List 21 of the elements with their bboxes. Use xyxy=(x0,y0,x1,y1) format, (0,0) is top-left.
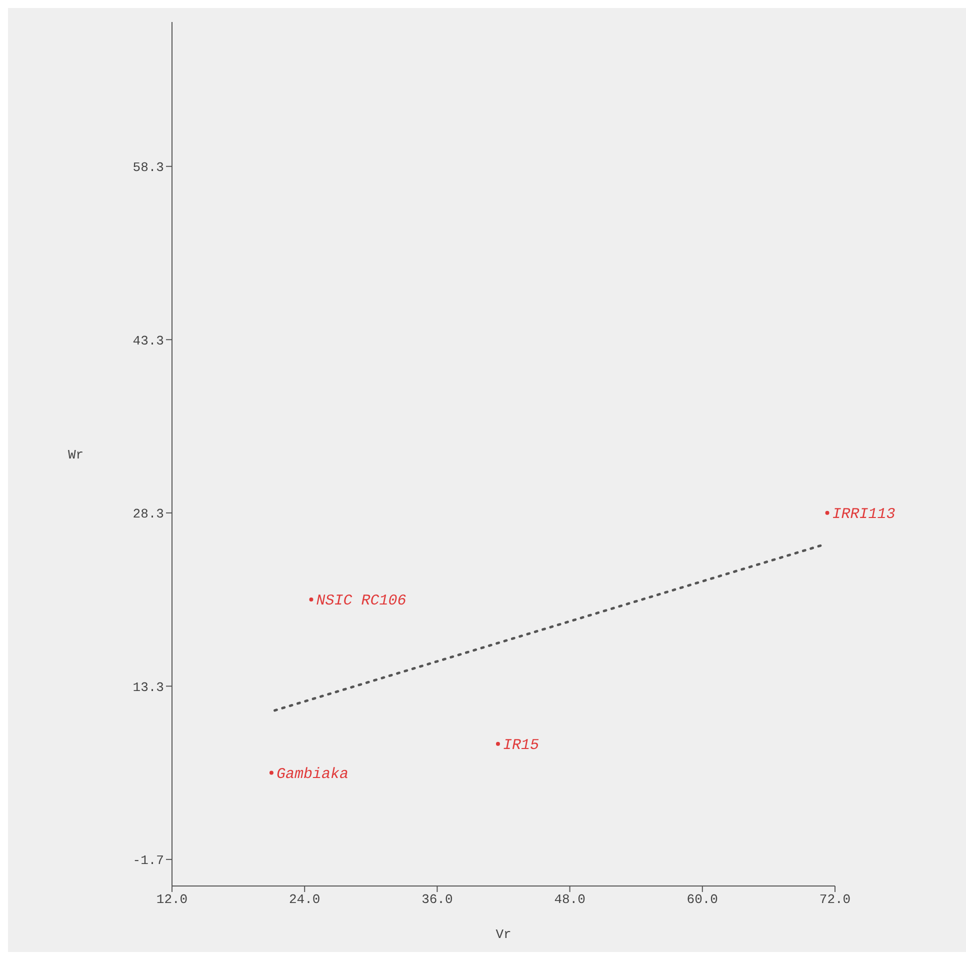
x-tick-label: 48.0 xyxy=(554,892,586,908)
data-label: Gambiaka xyxy=(276,766,348,783)
point xyxy=(309,598,314,602)
y-axis-title: Wr xyxy=(68,448,84,463)
x-axis-title: Vr xyxy=(496,927,512,942)
x-tick-label: 72.0 xyxy=(819,892,851,908)
point xyxy=(496,742,500,746)
data-label: IRRI113 xyxy=(832,506,896,523)
point xyxy=(825,510,830,515)
y-tick-label: 13.3 xyxy=(132,680,164,695)
point xyxy=(269,770,274,775)
x-tick-label: 36.0 xyxy=(422,892,453,908)
y-tick-label: 58.3 xyxy=(132,160,164,175)
x-tick-label: 24.0 xyxy=(288,892,320,908)
data-label: IR15 xyxy=(502,736,539,754)
y-tick-label: 43.3 xyxy=(132,333,164,348)
data-label: NSIC RC106 xyxy=(316,592,406,610)
y-tick-label: 28.3 xyxy=(132,506,164,522)
x-tick-label: 60.0 xyxy=(686,892,718,908)
x-tick-label: 12.0 xyxy=(156,892,188,908)
y-tick-label: -1.7 xyxy=(132,853,164,868)
